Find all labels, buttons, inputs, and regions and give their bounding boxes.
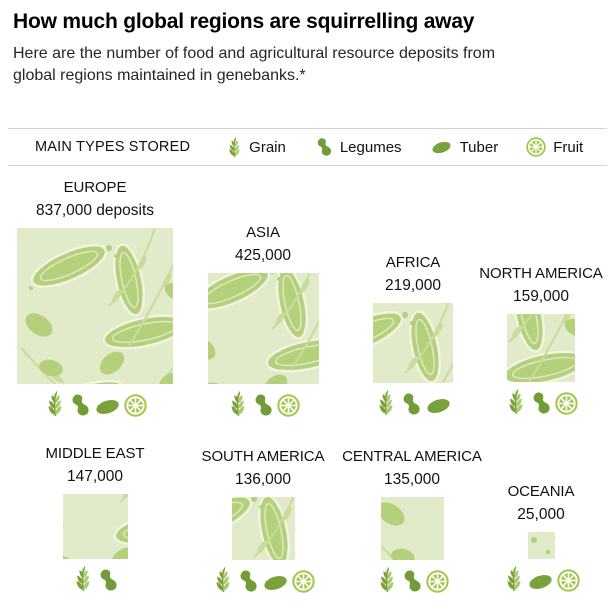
page-title: How much global regions are squirrelling…: [13, 10, 475, 33]
legend-item-label: Tuber: [459, 138, 499, 156]
region-types-stored: [212, 567, 315, 593]
legend-label: MAIN TYPES STORED: [35, 139, 191, 155]
seed-pattern: [207, 273, 319, 384]
legumes-icon: [404, 570, 421, 592]
legumes-icon: [403, 393, 420, 415]
region-value: 837,000 deposits: [35, 202, 155, 220]
legend-item-grain: Grain: [226, 136, 286, 158]
region-north-america: NORTH AMERICA 159,000: [446, 263, 615, 415]
grain-icon: [508, 389, 523, 415]
grain-icon: [378, 390, 393, 416]
seed-pattern: [527, 532, 555, 559]
region-square-middle-east: [62, 494, 128, 559]
seed-pattern: [373, 303, 453, 383]
fruit-icon: [291, 570, 315, 593]
region-types-stored: [227, 391, 300, 417]
fruit-icon: [123, 394, 147, 417]
region-types-stored: [72, 566, 119, 592]
region-middle-east: MIDDLE EAST 147,000: [0, 443, 190, 592]
region-types-stored: [375, 390, 452, 416]
region-square-north-america: [507, 314, 575, 382]
legend-item-label: Legumes: [339, 138, 402, 156]
proportional-squares-chart: EUROPE 837,000 deposits ASIA 425,000 AFRICA 2…: [0, 170, 615, 610]
legend-item-fruit: Fruit: [526, 137, 583, 157]
region-square-africa: [373, 303, 453, 383]
region-oceania: OCEANIA 25,000: [446, 481, 615, 592]
grain-icon: [228, 136, 241, 158]
legumes-icon: [533, 392, 550, 414]
legumes-icon: [240, 570, 257, 592]
legumes-icon: [317, 138, 331, 156]
region-name: CENTRAL AMERICA: [342, 447, 482, 465]
legumes-icon: [100, 569, 117, 591]
region-name: SOUTH AMERICA: [201, 447, 325, 465]
tuber-icon: [527, 574, 553, 590]
region-name: AFRICA: [385, 253, 441, 271]
region-types-stored: [505, 389, 578, 415]
fruit-icon: [556, 569, 580, 592]
region-name: NORTH AMERICA: [479, 264, 603, 282]
legumes-icon: [255, 394, 272, 416]
region-central-america: CENTRAL AMERICA 135,000: [317, 446, 507, 593]
region-name: EUROPE: [63, 178, 127, 196]
region-value: 25,000: [517, 506, 565, 524]
region-name: OCEANIA: [507, 482, 575, 500]
legend-item-label: Grain: [249, 138, 286, 156]
page-subtitle: Here are the number of food and agricult…: [13, 45, 496, 85]
seed-pattern: [380, 497, 444, 560]
legend-bar: MAIN TYPES STORED Grain Legumes Tuber Fruit: [8, 128, 607, 166]
region-africa: AFRICA 219,000: [318, 252, 508, 416]
region-value: 135,000: [383, 471, 441, 489]
tuber-icon: [430, 140, 452, 154]
legend-item-legumes: Legumes: [314, 137, 402, 157]
region-value: 425,000: [234, 247, 292, 265]
seed-pattern: [507, 314, 575, 382]
region-name: ASIA: [246, 223, 280, 241]
region-square-europe: [17, 228, 173, 384]
fruit-icon: [526, 137, 546, 157]
region-value: 136,000: [234, 471, 292, 489]
seed-pattern: [62, 494, 128, 559]
region-south-america: SOUTH AMERICA 136,000: [168, 446, 358, 593]
fruit-icon: [554, 392, 578, 415]
grain-icon: [47, 391, 62, 417]
region-types-stored: [44, 391, 147, 417]
region-europe: EUROPE 837,000 deposits: [0, 177, 190, 417]
region-square-south-america: [231, 497, 295, 560]
grain-icon: [379, 567, 394, 593]
seed-pattern: [19, 228, 173, 384]
grain-icon: [75, 566, 90, 592]
region-value: 147,000: [66, 468, 124, 486]
fruit-icon: [276, 394, 300, 417]
tuber-icon: [262, 575, 288, 591]
region-value: 159,000: [512, 288, 570, 306]
region-square-asia: [207, 273, 319, 384]
tuber-icon: [94, 399, 120, 415]
region-asia: ASIA 425,000: [168, 222, 358, 417]
region-value: 219,000: [384, 277, 442, 295]
seed-pattern: [231, 497, 295, 560]
region-types-stored: [376, 567, 449, 593]
legend-item-tuber: Tuber: [430, 138, 499, 156]
grain-icon: [215, 567, 230, 593]
grain-icon: [230, 391, 245, 417]
region-square-oceania: [527, 532, 555, 559]
region-square-central-america: [380, 497, 444, 560]
grain-icon: [506, 566, 521, 592]
region-name: MIDDLE EAST: [45, 444, 145, 462]
legumes-icon: [72, 394, 89, 416]
region-types-stored: [503, 566, 580, 592]
legend-item-label: Fruit: [553, 138, 584, 156]
